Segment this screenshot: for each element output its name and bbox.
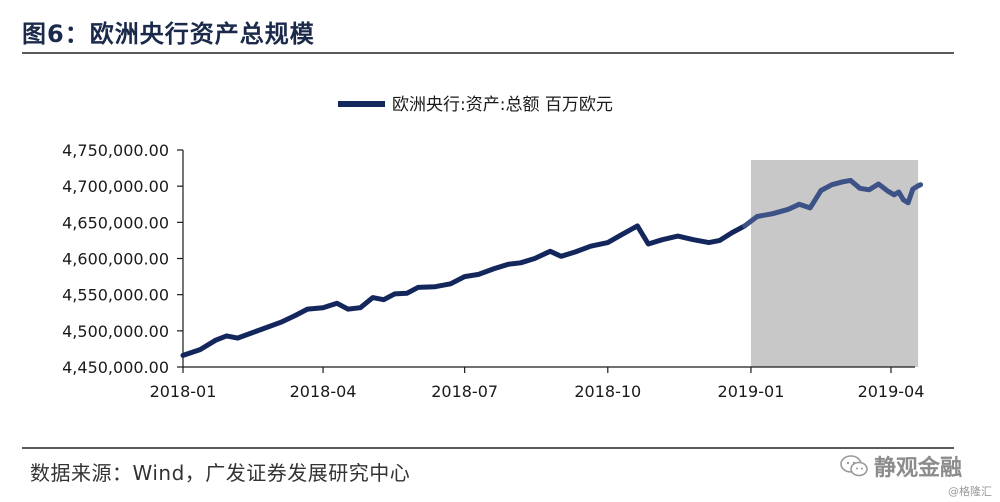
x-tick-label: 2018-04 — [290, 382, 357, 401]
x-tick-label: 2019-01 — [718, 382, 785, 401]
watermark: 静观金融 — [840, 450, 962, 482]
legend: 欧洲央行:资产:总额 百万欧元 — [338, 95, 613, 115]
shaded-region — [750, 160, 919, 367]
y-axis: 4,450,000.00 4,500,000.00 4,550,000.00 4,60… — [62, 141, 184, 377]
y-tick-label: 4,550,000.00 — [62, 286, 169, 305]
x-axis: 2018-01 2018-04 2018-07 2018-10 2019-01 2019-… — [150, 366, 925, 401]
y-tick-label: 4,750,000.00 — [62, 141, 169, 160]
wechat-icon — [840, 455, 868, 477]
title-divider — [22, 52, 954, 54]
series-line-shaded-segment — [742, 177, 924, 229]
y-tick-label: 4,500,000.00 — [62, 322, 169, 341]
ecb-assets-line-chart: 4,450,000.00 4,500,000.00 4,550,000.00 4,60… — [62, 95, 925, 401]
x-tick-label: 2018-10 — [574, 382, 641, 401]
y-tick-label: 4,600,000.00 — [62, 250, 169, 269]
x-tick-label: 2018-07 — [431, 382, 498, 401]
corner-credit: @格隆汇 — [948, 485, 992, 498]
footer-divider — [22, 447, 954, 449]
watermark-text: 静观金融 — [874, 456, 963, 481]
source-note: 数据来源：Wind，广发证券发展研究中心 — [30, 461, 411, 485]
y-tick-label: 4,450,000.00 — [62, 358, 169, 377]
x-tick-label: 2018-01 — [150, 382, 217, 401]
series-line-main — [180, 223, 748, 358]
y-tick-label: 4,650,000.00 — [62, 213, 169, 232]
page-title: 图6：欧洲央行资产总规模 — [22, 20, 315, 48]
y-tick-label: 4,700,000.00 — [62, 177, 169, 196]
x-tick-label: 2019-04 — [858, 382, 925, 401]
legend-label: 欧洲央行:资产:总额 百万欧元 — [392, 95, 613, 115]
